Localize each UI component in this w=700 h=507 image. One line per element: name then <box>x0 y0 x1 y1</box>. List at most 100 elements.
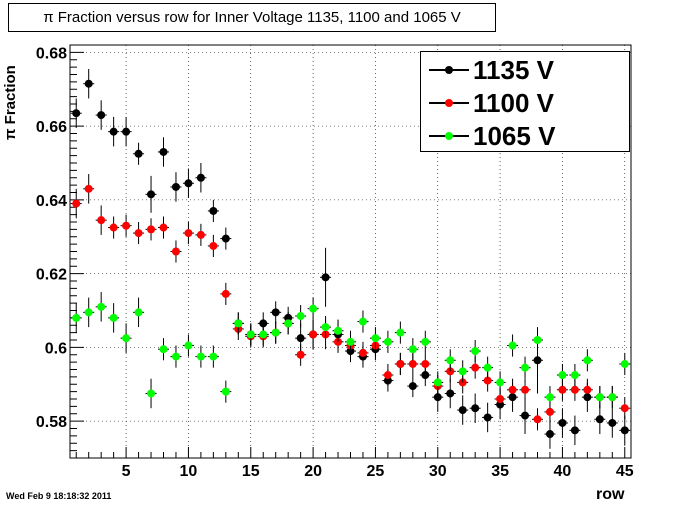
data-point <box>545 393 554 402</box>
data-point <box>545 430 554 439</box>
legend-entry-1100: 1100 V <box>421 86 629 119</box>
data-point <box>371 334 380 343</box>
data-point <box>234 319 243 328</box>
y-axis-label: π Fraction <box>2 65 19 140</box>
y-tick-label: 0.58 <box>36 414 67 431</box>
data-point <box>471 404 480 413</box>
data-point <box>558 371 567 380</box>
legend-label-1065: 1065 V <box>473 121 556 151</box>
data-point <box>122 334 131 343</box>
data-point <box>171 247 180 256</box>
data-point <box>446 356 455 365</box>
data-point <box>496 395 505 403</box>
y-tick-label: 0.62 <box>36 267 67 284</box>
data-point <box>570 385 579 394</box>
data-point <box>196 173 205 182</box>
data-point <box>570 371 579 380</box>
data-point <box>159 223 168 232</box>
data-point <box>159 345 168 354</box>
data-point <box>97 216 106 225</box>
data-point <box>259 330 268 339</box>
data-point <box>620 404 629 413</box>
data-point <box>521 363 530 372</box>
legend-label-1135: 1135 V <box>473 55 554 85</box>
data-point <box>84 308 93 317</box>
data-point <box>196 230 205 239</box>
data-point <box>570 426 579 435</box>
data-point <box>620 426 629 435</box>
data-point <box>458 406 467 415</box>
data-point <box>408 359 417 368</box>
x-tick-label: 5 <box>122 463 131 480</box>
data-point <box>209 241 218 250</box>
data-point <box>383 371 392 380</box>
data-point <box>147 389 156 398</box>
data-point <box>558 385 567 394</box>
data-point <box>109 223 118 232</box>
x-tick-label: 45 <box>616 463 634 480</box>
data-point <box>533 415 542 424</box>
data-point <box>122 127 131 136</box>
data-point <box>221 387 230 396</box>
data-point <box>396 328 405 337</box>
x-tick-label: 40 <box>554 463 572 480</box>
legend: 1135 V 1100 V 1065 V <box>420 51 630 152</box>
data-point <box>97 111 106 120</box>
data-point <box>358 348 367 357</box>
data-point <box>72 109 81 118</box>
data-point <box>72 313 81 322</box>
data-point <box>84 79 93 88</box>
data-point <box>309 304 318 313</box>
data-point <box>583 385 592 394</box>
data-point <box>583 356 592 365</box>
y-tick-label: 0.64 <box>36 193 67 210</box>
x-tick-label: 25 <box>367 463 385 480</box>
data-point <box>184 229 193 238</box>
legend-marker-1100 <box>445 99 453 107</box>
data-point <box>458 367 467 376</box>
data-point <box>171 352 180 361</box>
data-point <box>171 182 180 191</box>
data-point <box>122 221 131 230</box>
data-point <box>558 418 567 427</box>
data-point <box>334 326 343 335</box>
data-point <box>358 317 367 326</box>
data-point <box>408 382 417 391</box>
data-point <box>209 352 218 361</box>
data-point <box>196 352 205 361</box>
data-point <box>421 359 430 368</box>
data-point <box>383 337 392 346</box>
legend-marker-1065 <box>445 132 453 140</box>
datestamp: Wed Feb 9 18:18:32 2011 <box>6 491 112 501</box>
data-point <box>521 385 530 394</box>
data-point <box>72 199 81 208</box>
x-axis-label: row <box>596 486 625 503</box>
data-point <box>608 418 617 427</box>
data-point <box>396 359 405 368</box>
data-point <box>595 393 604 402</box>
data-point <box>521 411 530 420</box>
legend-entry-1065: 1065 V <box>421 119 629 152</box>
data-point <box>134 229 143 238</box>
legend-marker-1135 <box>445 66 453 74</box>
x-tick-label: 30 <box>429 463 447 480</box>
chart-title: π Fraction versus row for Inner Voltage … <box>8 3 496 32</box>
data-point <box>209 206 218 215</box>
data-point <box>284 319 293 328</box>
data-point <box>134 308 143 317</box>
data-point <box>221 234 230 243</box>
y-tick-label: 0.66 <box>36 119 67 136</box>
data-point <box>433 378 442 387</box>
data-point <box>533 336 542 344</box>
data-point <box>620 359 629 368</box>
y-tick-label: 0.68 <box>36 45 67 62</box>
data-point <box>271 308 280 317</box>
x-tick-label: 35 <box>491 463 509 480</box>
data-point <box>296 350 305 359</box>
legend-entry-1135: 1135 V <box>421 53 629 86</box>
data-point <box>321 323 330 332</box>
x-tick-label: 15 <box>242 463 260 480</box>
data-point <box>97 302 106 311</box>
data-point <box>608 393 617 402</box>
